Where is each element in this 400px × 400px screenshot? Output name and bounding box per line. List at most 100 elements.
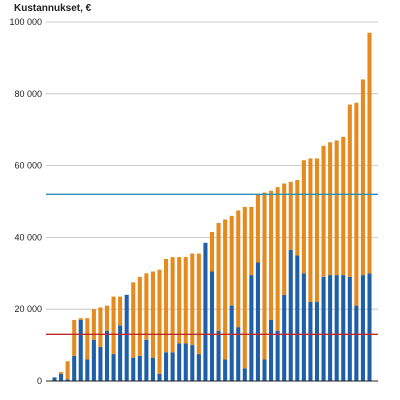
bar-segment-lower [223,359,228,381]
bar-segment-lower [190,345,195,381]
bar-segment-lower [144,339,149,381]
bar-segment-upper [131,282,136,358]
y-tick-labels: 0 20 000 40 000 60 000 80 000 100 000 [9,17,42,386]
bar-segment-upper [301,160,306,274]
bar-segment-upper [78,318,83,320]
bar-segment-lower [104,330,110,381]
bar-segment-lower [328,275,333,381]
bar-segment-lower [242,368,247,381]
bar-segment-lower [131,357,136,381]
bar-segment-upper [354,102,359,306]
bar-segment-lower [118,325,123,381]
bar-segment-lower [78,319,83,381]
bar-segment-upper [328,142,333,276]
bar-segment-lower [262,359,267,381]
bar-segment-lower [177,343,182,381]
bar-segment-lower [255,262,260,381]
bar-segment-upper [347,104,352,277]
bar-segment-upper [65,361,70,380]
bar-segment-lower [65,379,70,381]
bar-segment-upper [104,305,110,331]
bar-segment-lower [269,319,274,381]
bar-segment-lower [52,377,57,381]
bar-segment-lower [98,346,103,381]
bar-segment-lower [137,355,142,381]
bar-segment-lower [314,302,320,381]
bar-segment-lower [301,273,306,381]
bar-segment-lower [157,373,162,381]
bar-segment-upper [170,257,175,353]
bar-segment-lower [308,302,313,381]
bar-segment-lower [341,275,346,381]
bar-segment-lower [59,373,64,381]
bar-segment-upper [269,190,274,320]
bar-segment-upper [229,215,234,306]
bar-segment-upper [314,158,320,303]
bar-segment-upper [282,183,287,295]
bar-segment-upper [144,273,149,340]
bar-segment-upper [150,271,155,358]
bar-segment-lower [183,343,188,381]
bar-segment-upper [321,145,326,277]
bar-segment-lower [209,271,215,381]
y-axis-label: Kustannukset, € [14,3,92,14]
bar-segment-lower [203,242,208,381]
bar-segment-upper [190,253,195,346]
bar-segment-lower [229,305,234,381]
bar-segment-lower [170,352,175,381]
bar-segment-lower [196,354,201,381]
bar-segment-upper [72,319,77,356]
bar-segment-upper [334,140,339,276]
bar-segment-lower [354,305,359,381]
bars [52,32,372,381]
y-tick-label: 20 000 [14,304,42,314]
bar-segment-lower [295,255,300,381]
bar-segment-lower [236,327,241,381]
bar-segment-upper [177,257,182,344]
bar-segment-upper [164,258,169,353]
bar-segment-lower [111,354,116,381]
bar-segment-lower [334,275,339,381]
bar-segment-upper [367,32,372,274]
bar-segment-upper [91,309,96,340]
bar-segment-upper [98,307,103,347]
bar-segment-upper [275,187,280,331]
bar-segment-upper [242,206,247,369]
bar-segment-upper [196,253,201,355]
bar-segment-upper [223,219,228,360]
bar-segment-lower [367,273,372,381]
bar-segment-lower [216,330,221,381]
bar-segment-upper [288,181,293,250]
bar-segment-upper [236,210,241,328]
bar-segment-upper [85,318,90,360]
bar-segment-upper [216,223,221,331]
y-tick-label: 40 000 [14,232,42,242]
bar-segment-upper [249,206,254,276]
bar-segment-upper [157,269,162,374]
bar-segment-upper [209,232,215,272]
bar-segment-lower [150,357,155,381]
bar-segment-upper [111,296,116,355]
bar-segment-lower [321,276,326,381]
reference-lines [46,193,378,336]
bar-segment-upper [360,79,365,276]
y-tick-label: 100 000 [9,17,42,27]
bar-segment-lower [85,359,90,381]
bar-segment-upper [137,276,142,356]
bar-segment-lower [360,275,365,381]
y-tick-label: 80 000 [14,89,42,99]
y-tick-label: 0 [37,376,42,386]
bar-segment-upper [183,257,188,344]
bar-segment-lower [282,294,287,381]
bar-segment-lower [164,352,169,381]
bar-segment-lower [124,294,129,381]
bar-segment-upper [341,136,346,276]
bar-segment-lower [288,249,293,381]
bar-segment-lower [91,339,96,381]
bar-segment-upper [59,372,64,374]
bar-segment-lower [249,275,254,381]
bar-segment-lower [275,330,280,381]
bar-segment-lower [347,276,352,381]
